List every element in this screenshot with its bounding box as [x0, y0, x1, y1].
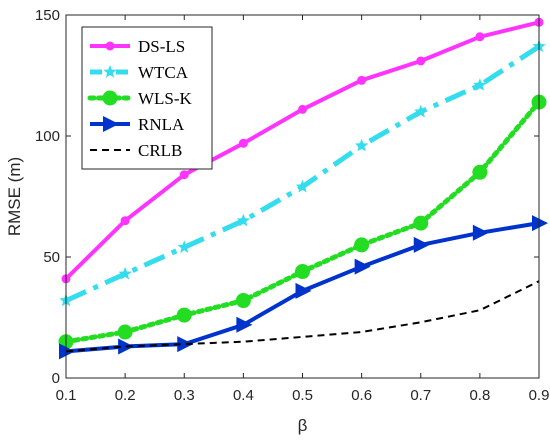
data-point	[118, 266, 132, 280]
data-point	[357, 75, 367, 85]
x-tick-label: 0.7	[410, 387, 431, 404]
data-point	[413, 236, 430, 253]
y-tick-label: 150	[35, 7, 60, 24]
legend-label: WTCA	[138, 63, 189, 82]
legend-item: WTCA	[90, 63, 189, 82]
data-point	[236, 316, 253, 333]
data-point	[295, 264, 310, 280]
legend-label: DS-LS	[138, 37, 185, 56]
data-point	[354, 258, 371, 275]
data-point	[177, 336, 194, 353]
legend-item: DS-LS	[90, 37, 185, 56]
legend-item: RNLA	[90, 115, 185, 134]
data-point	[416, 56, 426, 66]
x-axis-label: β	[298, 416, 308, 435]
legend-item: CRLB	[90, 141, 182, 160]
legend-marker	[103, 116, 119, 132]
data-point	[238, 138, 248, 148]
series-layer	[58, 17, 548, 360]
data-point	[295, 282, 312, 299]
data-point	[117, 324, 133, 340]
data-point	[179, 170, 189, 180]
legend-label: WLS-K	[138, 89, 193, 108]
data-point	[532, 215, 548, 232]
data-point	[473, 78, 487, 91]
x-tick-label: 0.1	[56, 387, 77, 404]
data-point	[472, 224, 489, 241]
data-point	[295, 179, 310, 193]
data-point	[414, 104, 428, 118]
series-crlb	[65, 280, 540, 353]
legend-item: WLS-K	[87, 89, 193, 108]
data-point	[120, 216, 130, 226]
y-tick-label: 100	[35, 128, 60, 145]
series-rnla	[59, 215, 548, 360]
x-tick-label: 0.6	[351, 387, 372, 404]
y-axis-label: RMSE (m)	[5, 157, 24, 236]
x-tick-label: 0.2	[115, 387, 136, 404]
data-point	[475, 32, 485, 42]
legend: DS-LS WTCA WLS-K RNLA CRLB	[81, 26, 213, 170]
data-point	[413, 215, 429, 231]
series-ds-ls	[61, 17, 544, 284]
x-tick-label: 0.4	[233, 387, 254, 404]
legend-label: RNLA	[138, 115, 185, 134]
x-tick-label: 0.8	[469, 387, 490, 404]
series-wls-k	[58, 94, 547, 350]
legend-marker	[102, 90, 118, 106]
legend-label: CRLB	[138, 141, 182, 160]
data-point	[177, 240, 191, 253]
data-point	[236, 213, 250, 227]
data-point	[355, 138, 369, 152]
data-point	[354, 237, 370, 253]
data-point	[235, 293, 251, 309]
axis-ticks: 0.1 0.2 0.3 0.4 0.5 0.6 0.7 0.8 0.9 0 50 100 150	[35, 7, 549, 404]
y-tick-label: 0	[52, 370, 60, 387]
data-point	[298, 104, 307, 114]
data-point	[176, 307, 192, 323]
x-tick-label: 0.9	[529, 387, 550, 404]
x-tick-label: 0.5	[292, 387, 313, 404]
series-line	[65, 280, 540, 353]
y-tick-label: 50	[43, 249, 60, 266]
legend-marker	[103, 65, 117, 78]
x-tick-label: 0.3	[174, 387, 195, 404]
data-point	[472, 164, 488, 180]
legend-marker	[105, 41, 115, 51]
